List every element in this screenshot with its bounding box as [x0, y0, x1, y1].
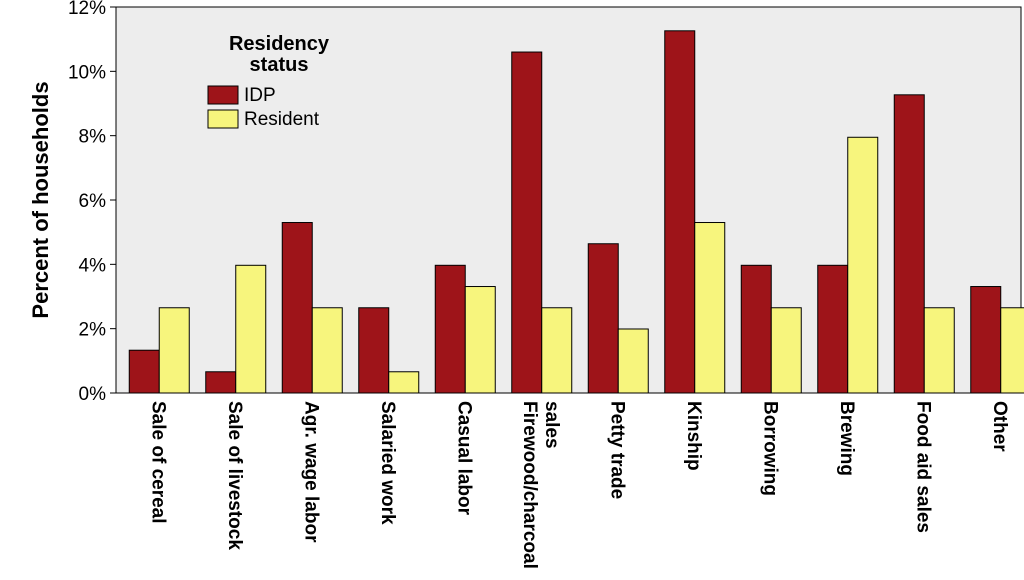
x-tick-label: Petty trade [606, 401, 627, 499]
x-tick-label: Borrowing [759, 401, 780, 496]
legend-label: IDP [244, 85, 276, 106]
bar-idp [893, 94, 925, 394]
bar-idp [128, 349, 160, 394]
bar-idp [970, 286, 1002, 394]
x-tick-label: Salaried work [377, 401, 398, 525]
legend-swatch [207, 109, 239, 129]
bars [128, 30, 1024, 394]
bar-resident [694, 222, 726, 394]
x-tick-label-group: Borrowing [759, 401, 780, 496]
x-tick-label: Casual labor [453, 401, 474, 516]
x-tick-label-group: Kinship [683, 401, 704, 471]
y-tick-label: 4% [79, 255, 107, 276]
bar-idp [205, 371, 237, 394]
bar-resident [158, 307, 190, 394]
x-tick-label-group: Brewing [836, 401, 857, 476]
bar-resident [541, 307, 573, 394]
y-axis-label: Percent of households [28, 81, 53, 318]
bar-idp [740, 264, 772, 394]
x-tick-label: Sale of livestock [224, 401, 245, 550]
bar-resident [311, 307, 343, 394]
bar-resident [847, 136, 879, 394]
x-tick-label: Kinship [683, 401, 704, 471]
bar-idp [511, 51, 543, 394]
x-tick-label: sales [541, 401, 562, 449]
x-tick-label-group: Petty trade [606, 401, 627, 499]
bar-resident [388, 371, 420, 394]
x-tick-label-group: Agr. wage labor [300, 401, 321, 543]
x-tick-label-group: Firewood/charcoal sales [519, 401, 562, 569]
legend-title: Residency [229, 33, 330, 55]
bar-idp [817, 264, 849, 394]
y-tick-label: 0% [79, 384, 107, 405]
legend-title: status [250, 54, 309, 76]
x-tick-label: Agr. wage labor [300, 401, 321, 543]
bar-idp [664, 30, 696, 394]
x-tick-label-group: Other [989, 401, 1010, 452]
x-tick-label: Food aid sales [912, 401, 933, 533]
legend-swatch [207, 85, 239, 105]
bar-resident [1000, 307, 1024, 394]
legend-label: Resident [244, 109, 320, 130]
bar-idp [587, 243, 619, 394]
x-tick-label-group: Casual labor [453, 401, 474, 516]
bar-idp [358, 307, 390, 394]
bar-idp [281, 222, 313, 394]
x-tick-label-group: Sale of livestock [224, 401, 245, 550]
y-tick-label: 6% [79, 191, 107, 212]
y-axis: 0% 2% 4% 6% 8% 10% 12% [68, 0, 116, 405]
x-tick-label-group: Sale of cereal [147, 401, 168, 524]
y-tick-label: 2% [79, 320, 107, 341]
bar-resident [235, 264, 267, 394]
bar-resident [923, 307, 955, 394]
x-tick-label: Other [989, 401, 1010, 452]
bar-resident [770, 307, 802, 394]
y-tick-label: 10% [68, 62, 106, 83]
bar-resident [464, 286, 496, 394]
bar-idp [434, 264, 466, 394]
y-tick-label: 12% [68, 0, 106, 19]
x-axis: Sale of cereal Sale of livestock Agr. wage… [147, 401, 1010, 569]
bar-resident [617, 328, 649, 394]
x-tick-label: Brewing [836, 401, 857, 476]
x-tick-label-group: Salaried work [377, 401, 398, 525]
x-tick-label-group: Food aid sales [912, 401, 933, 533]
y-tick-label: 8% [79, 127, 107, 148]
x-tick-label: Sale of cereal [147, 401, 168, 524]
x-tick-label: Firewood/charcoal [519, 401, 540, 569]
